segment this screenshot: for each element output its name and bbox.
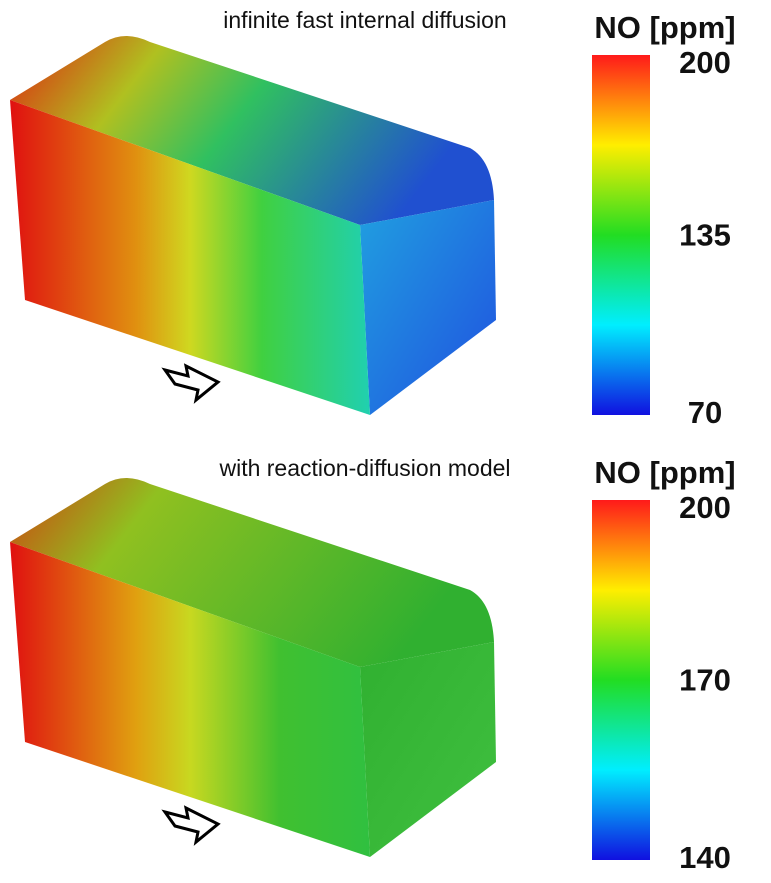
- colorbar-label: NO [ppm]: [594, 455, 735, 490]
- colorbar-tick-label: 200: [679, 45, 731, 80]
- colorbar-tick-label: 135: [679, 218, 731, 253]
- block-2: [10, 478, 496, 857]
- panel-title: infinite fast internal diffusion: [223, 7, 506, 33]
- colorbar-label: NO [ppm]: [594, 10, 735, 45]
- colorbar-tick-label: 170: [679, 663, 731, 698]
- colorbar-tick-label: 140: [679, 840, 731, 875]
- panel-title: with reaction-diffusion model: [218, 455, 510, 481]
- colorbar: [592, 55, 650, 415]
- colorbar-tick-label: 200: [679, 490, 731, 525]
- colorbar-tick-label: 70: [688, 395, 722, 430]
- colorbar: [592, 500, 650, 860]
- block-1: [10, 36, 496, 415]
